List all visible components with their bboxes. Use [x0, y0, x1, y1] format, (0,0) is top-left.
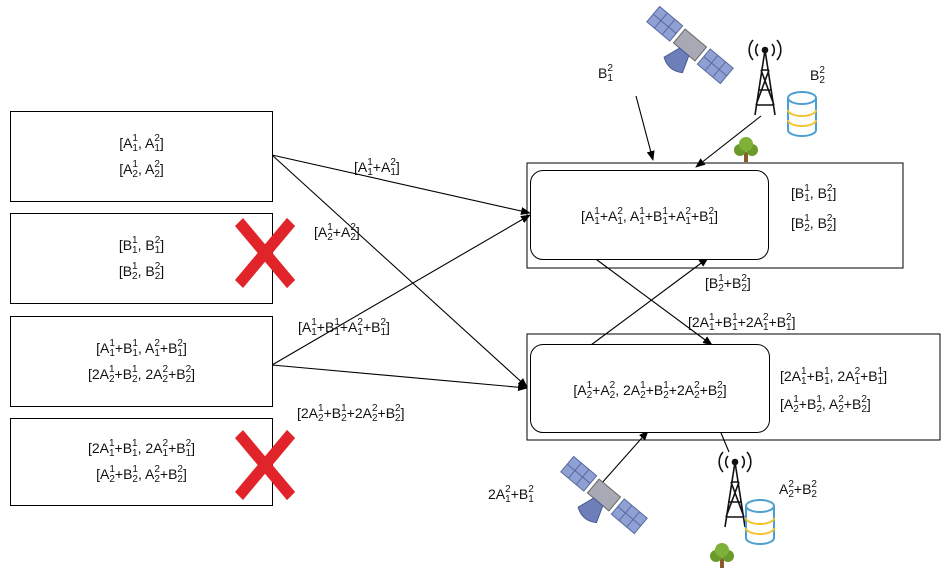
edge-box1-to-top: [271, 154, 531, 215]
database-icon: [787, 91, 817, 137]
edge-box3-to-bottom: [271, 364, 528, 392]
left-box-3: [A 1 1 +B 1 1, A 2 1 +B 2 1] [2A 1 2 +B 1 2, 2A 2 2 +B 2 2]: [10, 316, 273, 407]
left-box-2: [B 1 1, B 2 1] [B 1 2, B 2 2]: [10, 213, 273, 304]
satellite-icon: [646, 5, 734, 85]
left-box-1-line1: [A 1 1, A 2 1]: [119, 133, 164, 155]
node-bottom-side1: [2A 1 1 +B 1 1, 2A 2 1 +B 1 1]: [780, 366, 888, 388]
node-top-side1: [B 1 1, B 2 1]: [791, 183, 837, 205]
database-icon: [745, 499, 775, 545]
source-label-sat-bottom: 2A 2 1 +B 2 1: [488, 484, 534, 506]
edge-arrows: [271, 95, 762, 485]
left-box-1-line2: [A 1 2, A 2 2]: [119, 159, 164, 181]
node-top-inner-text: [A 1 1 +A 2 1, A 1 1 +B 1 1 +A 2 1 +B 2 1]: [581, 206, 718, 228]
radio-tower-icon: [718, 451, 752, 528]
node-bottom-inner: [A 1 2 +A 2 2, 2A 1 2 +B 1 2 +2A 2 2 +B 2 2]: [530, 344, 770, 433]
edge-sat-bottom: [600, 430, 649, 485]
satellite-icon: [560, 455, 648, 535]
edge-label-a2b2-sum: [2A 1 2 +B 1 2 +2A 2 2 +B 2 2]: [297, 403, 405, 425]
edge-box1-to-bottom: [271, 154, 528, 388]
tree-icon: [734, 137, 758, 162]
edge-label-cross-sum: [2A 1 1 +B 1 1 +2A 2 1 +B 2 1]: [688, 312, 796, 334]
left-box-4-line2: [A 1 2 +B 1 2, A 2 2 +B 2 2]: [96, 464, 187, 486]
edge-label-b2-sum: [B 1 2 +B 2 2]: [705, 273, 751, 295]
left-box-4-line1: [2A 1 1 +B 1 1, 2A 2 1 +B 2 1]: [87, 438, 196, 460]
edge-top-to-bottom: [592, 256, 713, 346]
left-box-2-line1: [B 1 1, B 2 1]: [118, 235, 165, 257]
edge-label-a2-sum: [A 1 2 +A 2 2]: [314, 222, 360, 244]
left-box-1: [A 1 1, A 2 1] [A 1 2, A 2 2]: [10, 111, 273, 202]
left-box-4: [2A 1 1 +B 1 1, 2A 2 1 +B 2 1] [A 1 2 +B 1 2, A 2 2 +B 2 2]: [10, 418, 273, 506]
edge-tower-top: [695, 115, 762, 168]
edge-label-a1b1-sum: [A 1 1 +B 1 1 +A 2 1 +B 2 1]: [298, 317, 390, 339]
edge-box3-to-top: [271, 214, 531, 366]
edge-bottom-to-top: [590, 257, 709, 346]
left-box-3-line2: [2A 1 2 +B 1 2, 2A 2 2 +B 2 2]: [87, 364, 196, 386]
left-box-2-line2: [B 1 2, B 2 2]: [118, 261, 165, 283]
node-top-inner: [A 1 1 +A 2 1, A 1 1 +B 1 1 +A 2 1 +B 2 1]: [530, 170, 769, 260]
radio-tower-icon: [748, 39, 782, 116]
edge-label-a1-sum: [A 1 1 +A 2 1]: [354, 157, 400, 179]
left-box-3-line1: [A 1 1 +B 1 1, A 2 1 +B 2 1]: [96, 338, 187, 360]
tree-icon: [710, 543, 734, 568]
node-top-side2: [B 1 2, B 2 2]: [791, 213, 837, 235]
node-bottom-side2: [A 1 2 +B 1 2, A 2 2 +B 2 2]: [780, 394, 871, 416]
edge-sat-top: [635, 95, 655, 161]
source-label-tower-bottom: A 2 2 +B 2 2: [779, 479, 817, 501]
node-bottom-inner-text: [A 1 2 +A 2 2, 2A 1 2 +B 1 2 +2A 2 2 +B 2 2]: [573, 380, 727, 402]
